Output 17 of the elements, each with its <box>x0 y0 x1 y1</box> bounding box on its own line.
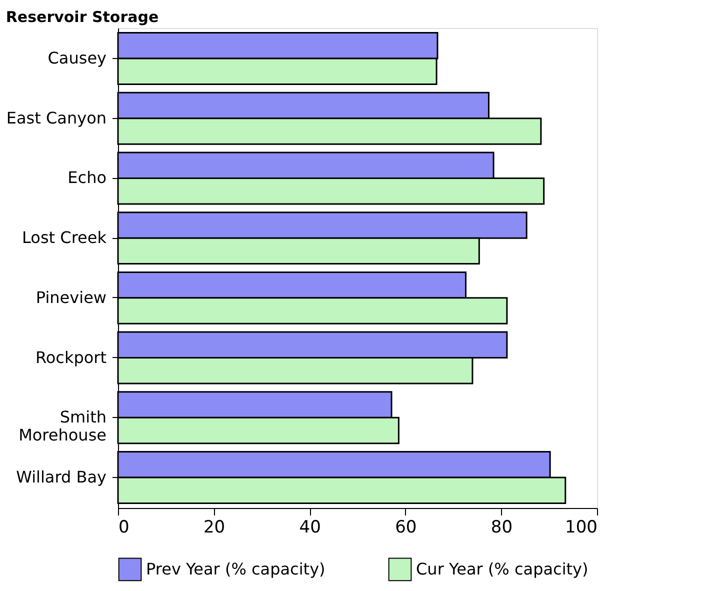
chart-title: Reservoir Storage <box>6 8 159 26</box>
x-tick-label: 20 <box>203 518 226 538</box>
x-tick-label: 40 <box>299 518 321 538</box>
y-tick-label: Smith Morehouse <box>18 408 106 445</box>
legend-label: Prev Year (% capacity) <box>146 559 326 578</box>
y-tick-label: Causey <box>48 48 106 68</box>
legend-label: Cur Year (% capacity) <box>416 559 588 578</box>
x-tick-label: 80 <box>490 518 513 538</box>
y-tick-label: Echo <box>68 168 106 188</box>
y-tick-label: Willard Bay <box>16 467 106 486</box>
x-tick-label: 0 <box>118 518 130 538</box>
x-tick-label: 100 <box>565 518 598 538</box>
y-tick-label: East Canyon <box>6 108 106 128</box>
y-tick-label: Rockport <box>35 348 106 367</box>
y-tick-label: Pineview <box>36 288 106 307</box>
y-tick-label: Lost Creek <box>22 228 108 248</box>
x-tick-label: 60 <box>395 518 417 538</box>
